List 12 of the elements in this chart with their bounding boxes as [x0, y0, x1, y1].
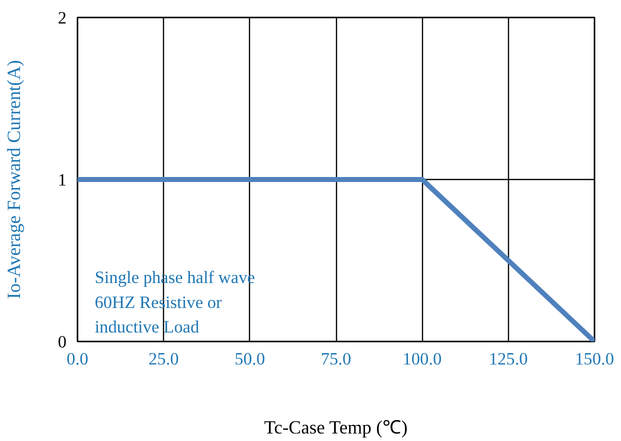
- x-tick-label: 150.0: [575, 350, 614, 368]
- x-tick-label: 50.0: [234, 350, 265, 368]
- y-tick-label: 2: [58, 8, 67, 28]
- x-tick-label: 75.0: [320, 350, 352, 368]
- x-axis-title: Tc-Case Temp (℃): [264, 418, 408, 438]
- y-axis-title: Io-Average Forward Current(A): [4, 60, 25, 299]
- x-tick-label: 125.0: [488, 350, 528, 368]
- x-tick-label: 25.0: [148, 350, 179, 368]
- y-tick-label: 1: [58, 170, 67, 190]
- x-tick-label: 0.0: [66, 350, 88, 368]
- x-tick-label: 100.0: [402, 350, 442, 368]
- y-tick-label: 0: [58, 332, 67, 352]
